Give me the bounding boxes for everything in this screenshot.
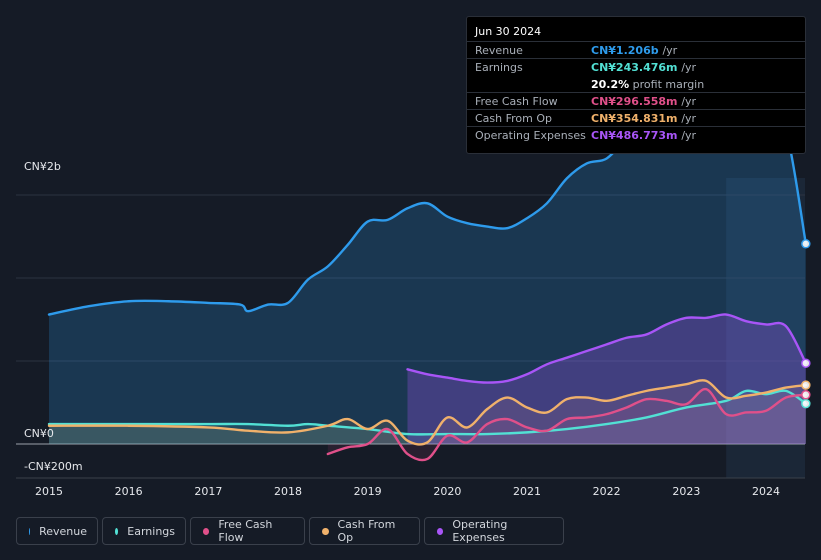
tooltip-row-operating-expenses: Operating Expenses CN¥486.773m /yr — [467, 126, 805, 144]
x-tick-label: 2017 — [194, 485, 222, 498]
operating-expenses-area — [407, 314, 806, 444]
tooltip-profit-margin: 20.2% profit margin — [591, 78, 705, 91]
y-tick-zero: CN¥0 — [24, 427, 54, 440]
legend-dot — [322, 527, 329, 535]
tooltip-label: Free Cash Flow — [475, 95, 558, 108]
tooltip-value: CN¥296.558m /yr — [591, 95, 697, 108]
cash-from-op-endpoint — [801, 380, 811, 390]
operating-expenses-line — [406, 313, 808, 384]
tooltip-row-earnings: Earnings CN¥243.476m /yr — [467, 58, 805, 76]
legend-label: Operating Expenses — [452, 518, 508, 544]
x-tick-label: 2021 — [513, 485, 541, 498]
cash-from-op-line — [47, 379, 808, 446]
x-tick-label: 2018 — [274, 485, 302, 498]
legend-cash-from-op[interactable]: Cash From Op — [309, 517, 420, 545]
tooltip-label: Earnings — [475, 61, 523, 74]
revenue-endpoint — [801, 239, 811, 249]
series-endpoints — [801, 239, 811, 409]
legend-dot — [29, 527, 31, 535]
legend-dot — [115, 527, 119, 535]
earnings-line — [47, 389, 808, 436]
free-cash-flow-line — [326, 388, 808, 462]
x-tick-label: 2016 — [115, 485, 143, 498]
cash-from-op-area — [49, 380, 806, 445]
gridlines — [16, 194, 805, 479]
tooltip-value: CN¥1.206b /yr — [591, 44, 678, 57]
tooltip-label: Operating Expenses — [475, 129, 586, 142]
x-tick-label: 2019 — [354, 485, 382, 498]
series-areas — [49, 86, 806, 461]
earnings-endpoint — [801, 398, 811, 409]
tooltip-row-cash-from-op: Cash From Op CN¥354.831m /yr — [467, 109, 805, 127]
legend-label: Cash From Op — [337, 518, 396, 544]
x-axis-ticks: 2015 2016 2017 2018 2019 2020 2021 2022 2023 2024 — [35, 485, 780, 498]
legend-dot — [437, 527, 444, 535]
legend-label: Revenue — [39, 524, 87, 538]
x-tick-label: 2024 — [752, 485, 780, 498]
legend-revenue[interactable]: Revenue — [16, 517, 98, 545]
operating-expenses-endpoint — [801, 358, 811, 368]
legend-earnings[interactable]: Earnings — [102, 517, 186, 545]
forecast-shade — [726, 178, 805, 478]
tooltip-value: CN¥243.476m /yr — [591, 61, 697, 74]
x-tick-label: 2020 — [433, 485, 461, 498]
tooltip-value: CN¥354.831m /yr — [591, 112, 697, 125]
legend-label: Earnings — [127, 524, 175, 538]
tooltip-label: Revenue — [475, 44, 523, 57]
free-cash-flow-endpoint — [801, 390, 811, 400]
tooltip-date: Jun 30 2024 — [475, 25, 542, 38]
x-tick-label: 2022 — [593, 485, 621, 498]
legend-dot — [203, 527, 210, 535]
x-tick-label: 2023 — [672, 485, 700, 498]
x-tick-label: 2015 — [35, 485, 63, 498]
legend-label: Free Cash Flow — [218, 518, 273, 544]
tooltip-row-revenue: Revenue CN¥1.206b /yr — [467, 41, 805, 59]
tooltip-row-free-cash-flow: Free Cash Flow CN¥296.558m /yr — [467, 92, 805, 110]
legend-operating-expenses[interactable]: Operating Expenses — [424, 517, 564, 545]
tooltip-label: Cash From Op — [475, 112, 553, 125]
tooltip: Jun 30 2024 Revenue CN¥1.206b /yr Earnin… — [466, 16, 806, 154]
y-tick-top: CN¥2b — [24, 160, 61, 173]
revenue-area — [49, 86, 806, 445]
legend-free-cash-flow[interactable]: Free Cash Flow — [190, 517, 305, 545]
y-tick-bottom: -CN¥200m — [24, 460, 83, 473]
tooltip-value: CN¥486.773m /yr — [591, 129, 697, 142]
